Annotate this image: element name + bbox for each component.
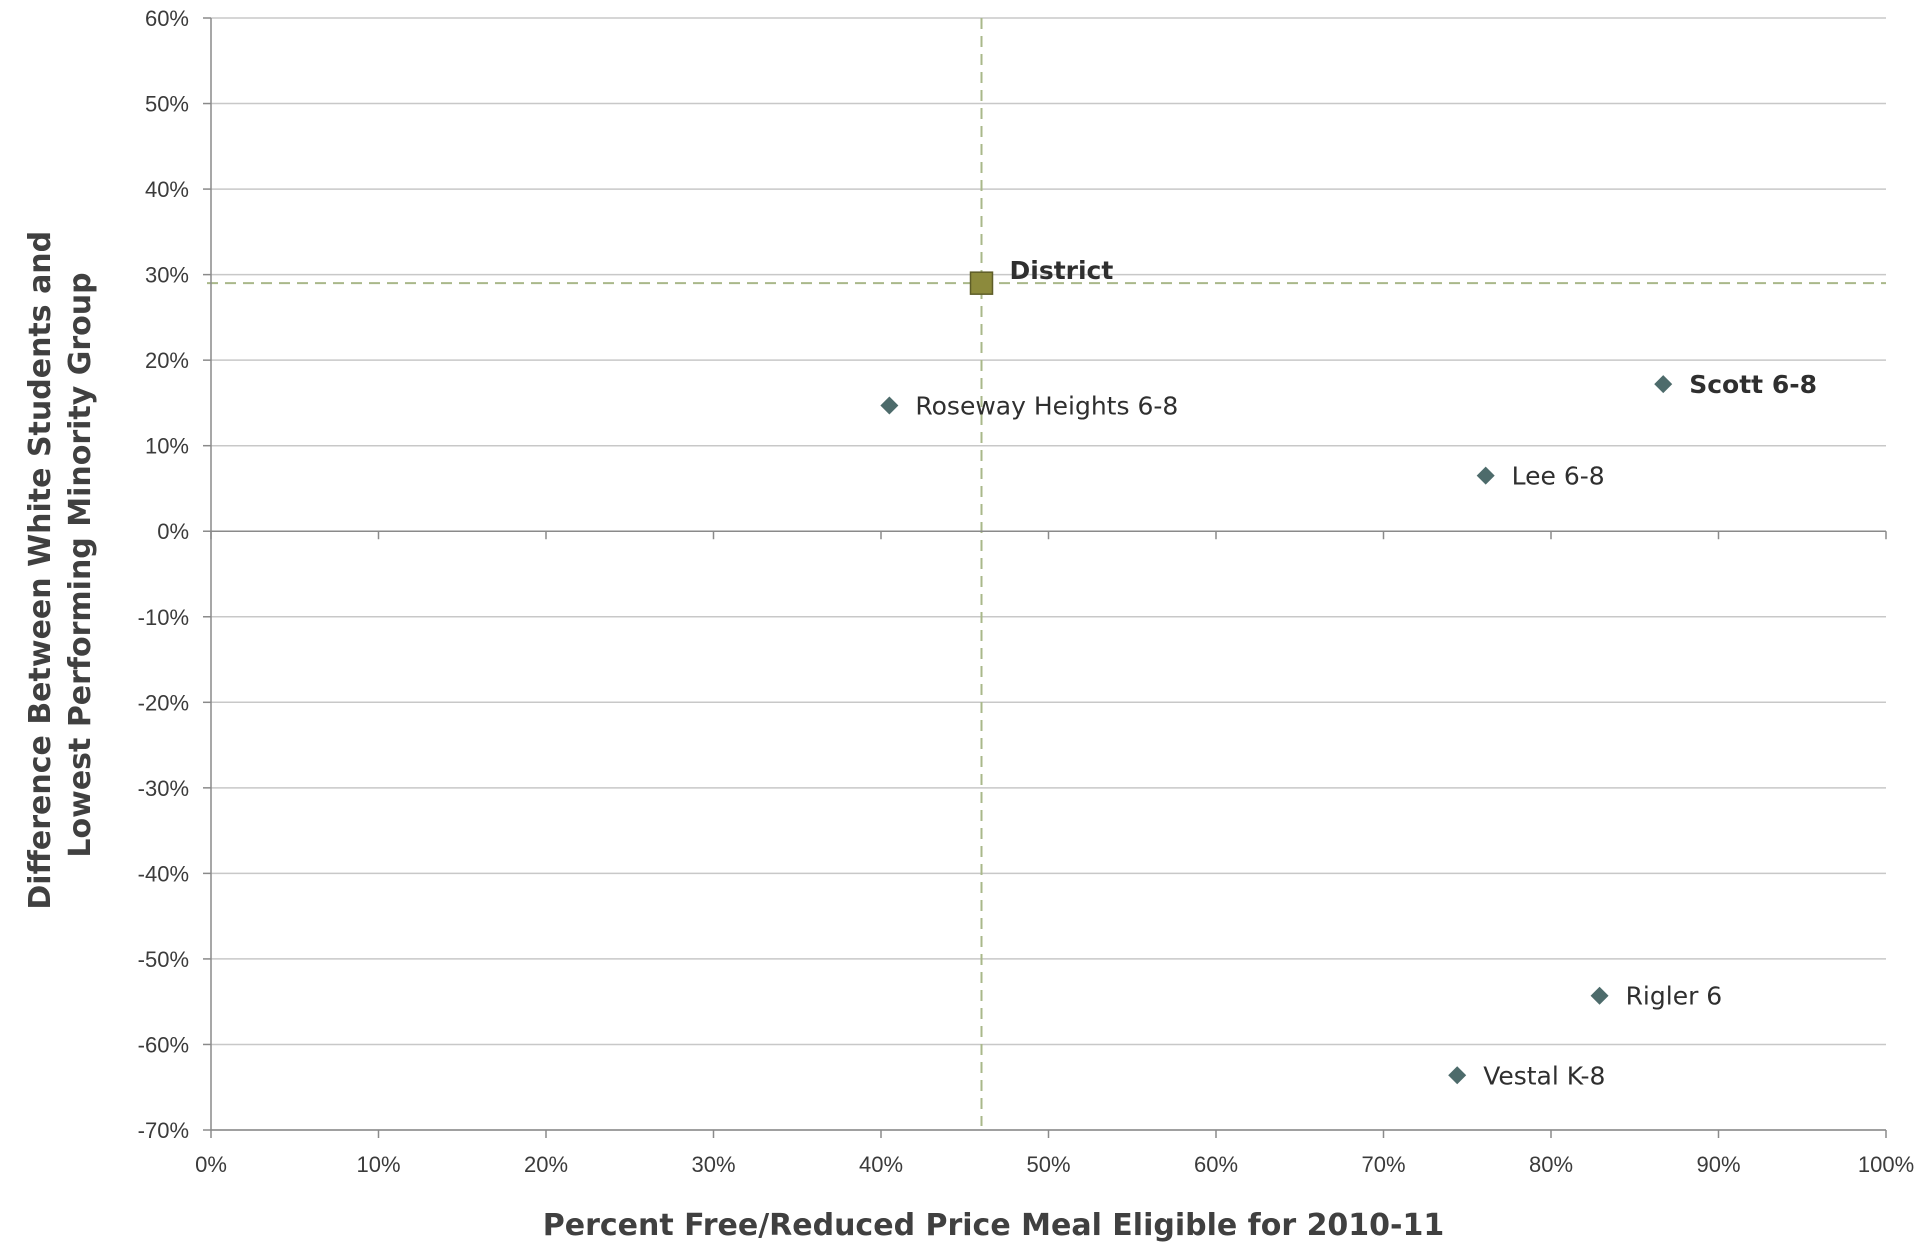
x-tick-label: 50% (1026, 1152, 1070, 1177)
data-point (1590, 986, 1609, 1005)
x-tick-label: 0% (195, 1152, 227, 1177)
y-tick-label: -50% (138, 947, 189, 972)
point-label: Scott 6-8 (1689, 370, 1817, 399)
y-axis-title-line-1: Difference Between White Students and (23, 231, 58, 910)
data-point (1448, 1066, 1467, 1085)
data-point (880, 396, 899, 415)
x-tick-label: 100% (1858, 1152, 1914, 1177)
x-tick-label: 70% (1361, 1152, 1405, 1177)
y-tick-label: -70% (138, 1118, 189, 1143)
data-point (1654, 375, 1673, 394)
x-tick-label: 30% (691, 1152, 735, 1177)
x-tick-label: 80% (1529, 1152, 1573, 1177)
x-axis-title: Percent Free/Reduced Price Meal Eligible… (543, 1208, 1445, 1243)
y-tick-label: 0% (157, 519, 189, 544)
y-tick-label: -30% (138, 776, 189, 801)
point-label: Roseway Heights 6-8 (915, 391, 1178, 420)
data-point (1476, 466, 1495, 485)
axes (203, 17, 1887, 1138)
x-tick-label: 20% (524, 1152, 568, 1177)
y-tick-label: 10% (145, 434, 189, 459)
point-label: District (1010, 256, 1114, 285)
y-tick-label: -40% (138, 861, 189, 886)
y-tick-label: -10% (138, 605, 189, 630)
point-label: Rigler 6 (1626, 982, 1723, 1011)
y-tick-label: -60% (138, 1032, 189, 1057)
y-tick-label: 20% (145, 348, 189, 373)
x-tick-label: 40% (859, 1152, 903, 1177)
district-reference-lines (207, 18, 1886, 1126)
x-tick-label: 90% (1696, 1152, 1740, 1177)
point-label: Vestal K-8 (1483, 1061, 1605, 1090)
y-tick-label: -20% (138, 690, 189, 715)
y-tick-label: 30% (145, 263, 189, 288)
tick-labels: 60% 50% 40% 30% 20% 10% 0% -10% -20% -30% -40% -50%… (138, 6, 1915, 1177)
y-tick-label: 40% (145, 177, 189, 202)
y-axis-title: Difference Between White Students and Lo… (23, 220, 98, 909)
district-marker (969, 271, 994, 295)
data-points: District Roseway Heights 6-8 Scott 6-8 Lee … (880, 256, 1817, 1090)
point-label: Lee 6-8 (1512, 462, 1605, 491)
y-tick-label: 60% (145, 6, 189, 31)
x-tick-label: 60% (1194, 1152, 1238, 1177)
y-tick-label: 50% (145, 92, 189, 117)
y-axis-title-line-2: Lowest Performing Minority Group (63, 272, 98, 857)
x-tick-label: 10% (356, 1152, 400, 1177)
gridlines (211, 17, 1886, 1131)
